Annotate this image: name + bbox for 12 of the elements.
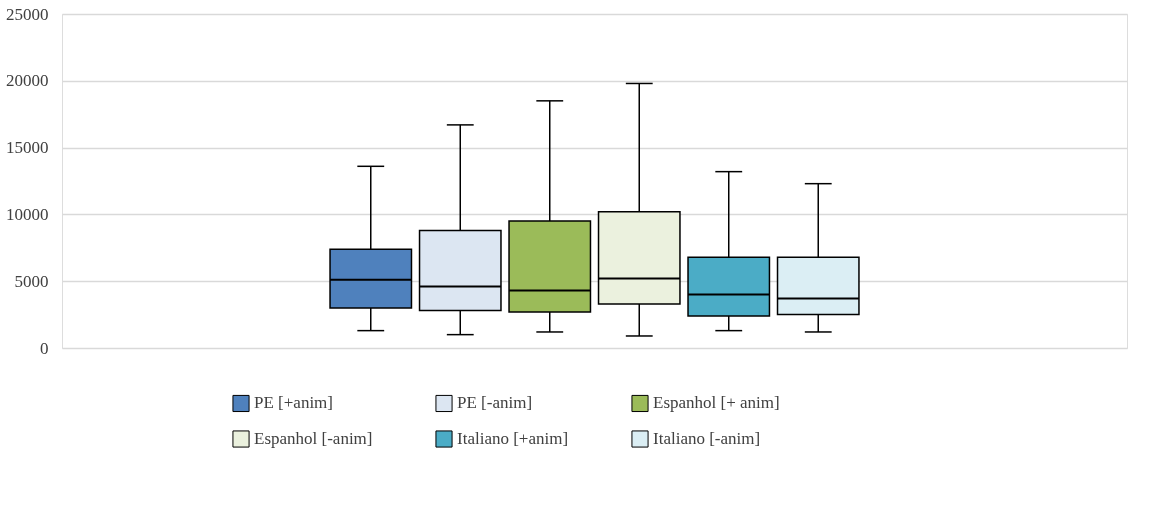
legend-label: PE [+anim]	[254, 393, 333, 413]
y-tick-label: 10000	[6, 204, 49, 224]
legend-label: Espanhol [-anim]	[254, 429, 373, 448]
y-tick-label: 25000	[6, 4, 49, 24]
y-tick-label: 15000	[6, 138, 49, 158]
legend-label: Espanhol [+ anim]	[653, 393, 780, 413]
legend-label: PE [-anim]	[457, 393, 533, 413]
y-tick-label: 0	[40, 338, 49, 358]
legend-label: Italiano [-anim]	[653, 429, 761, 448]
legend-label: Italiano [+anim]	[457, 429, 569, 448]
y-tick-label: 5000	[14, 271, 49, 291]
y-tick-label: 20000	[6, 71, 49, 91]
